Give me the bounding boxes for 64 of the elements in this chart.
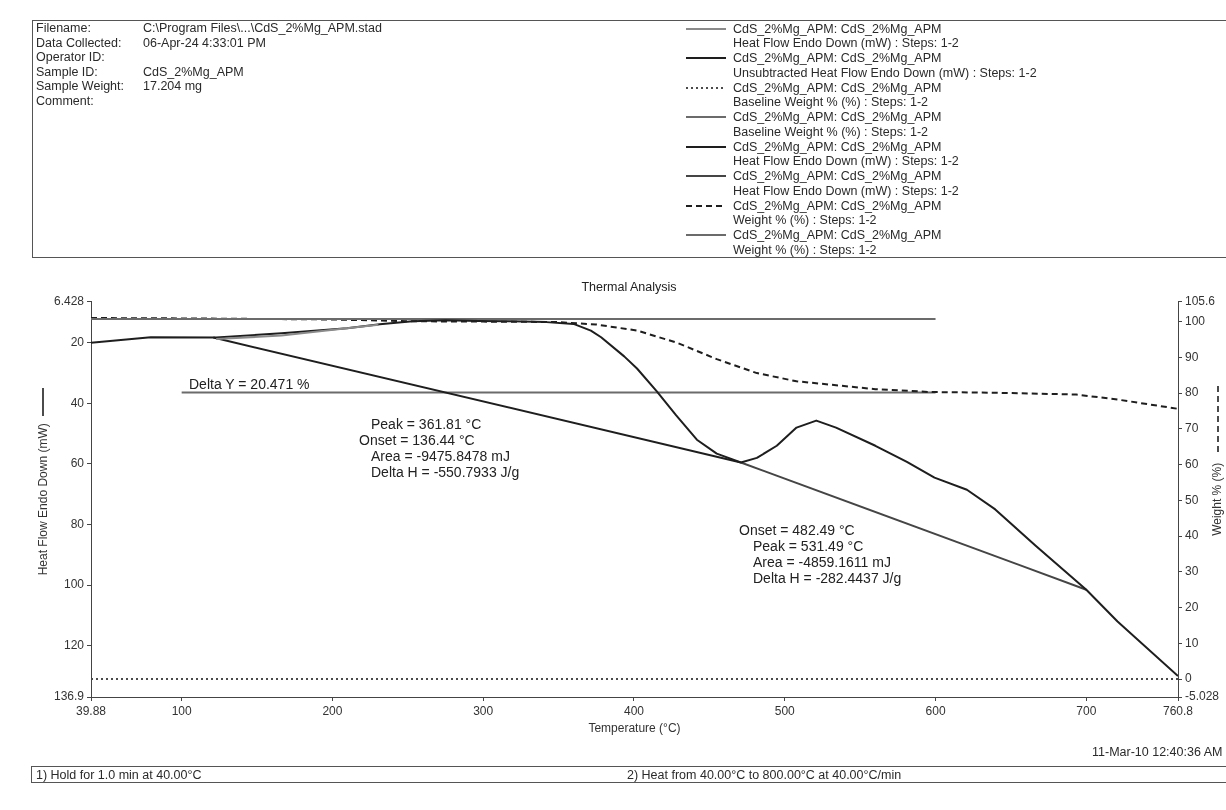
x-axis-title: Temperature (°C)	[588, 721, 681, 736]
annotation: Area = -9475.8478 mJ	[371, 448, 510, 464]
legend-label: CdS_2%Mg_APM: CdS_2%Mg_APM Heat Flow Endo Down (mW) : Steps: 1-2	[733, 169, 959, 199]
y2-tick-label: -5.028	[1185, 689, 1220, 704]
legend-label: CdS_2%Mg_APM: CdS_2%Mg_APM Heat Flow Endo Down (mW) : Steps: 1-2	[733, 139, 959, 169]
y-axis-title: Heat Flow Endo Down (mW)	[35, 423, 50, 576]
y2-tick-label: 70	[1185, 421, 1199, 436]
text: 2) Heat from 40.00°C to 800.00°C at 40.00°C/min	[627, 767, 902, 782]
text: Sample ID:	[36, 64, 98, 79]
y2-tick-label: 40	[1185, 528, 1199, 543]
legend-label: CdS_2%Mg_APM: CdS_2%Mg_APM Weight % (%) : Steps: 1-2	[733, 198, 942, 228]
text: Operator ID:	[36, 50, 105, 65]
y2-tick-label: 50	[1185, 492, 1199, 507]
y-tick-label: 6.428	[53, 293, 85, 308]
text: 11-Mar-10 12:40:36 AM	[1092, 745, 1223, 759]
y2-tick-label: 90	[1185, 349, 1199, 364]
y2-tick-label: 80	[1185, 385, 1199, 400]
y2-tick-label: 20	[1185, 599, 1199, 614]
text: 17.204 mg	[143, 79, 203, 94]
x-tick-label: 300	[473, 703, 494, 718]
text: C:\Program Files\...\CdS_2%Mg_APM.stad	[143, 21, 382, 35]
legend-label: CdS_2%Mg_APM: CdS_2%Mg_APM Weight % (%) : Steps: 1-2	[733, 228, 942, 258]
x-tick-label: 700	[1076, 703, 1097, 718]
y2-tick-label: 100	[1185, 313, 1206, 328]
y-tick-label: 120	[63, 638, 85, 653]
text: Filename:	[36, 21, 91, 35]
y2-axis-title: Weight % (%)	[1210, 462, 1225, 536]
annotation: Area = -4859.1611 mJ	[753, 554, 891, 570]
x-tick-label: 760.8	[1162, 703, 1194, 718]
y-tick-label: 100	[63, 577, 85, 592]
annotation: Onset = 482.49 °C	[739, 522, 855, 538]
annotation: Peak = 361.81 °C	[371, 416, 482, 432]
x-tick-label: 600	[925, 703, 946, 718]
x-tick-label: 100	[171, 703, 192, 718]
annotation: Onset = 136.44 °C	[359, 432, 475, 448]
y2-tick-label: 0	[1185, 671, 1192, 686]
text: Sample Weight:	[36, 79, 125, 94]
chart-title: Thermal Analysis	[581, 279, 677, 294]
text: Comment:	[36, 94, 94, 108]
text: 06-Apr-24 4:33:01 PM	[143, 35, 266, 50]
y2-tick-label: 105.6	[1185, 293, 1216, 308]
annotation: Delta Y = 20.471 %	[189, 376, 310, 392]
x-tick-label: 39.88	[75, 703, 107, 718]
text: 1) Hold for 1.0 min at 40.00°C	[36, 767, 202, 782]
legend-label: CdS_2%Mg_APM: CdS_2%Mg_APM Heat Flow Endo Down (mW) : Steps: 1-2	[733, 21, 959, 51]
y-tick-label: 20	[70, 335, 85, 350]
y2-tick-label: 30	[1185, 564, 1199, 579]
x-tick-label: 500	[774, 703, 796, 718]
y2-tick-label: 10	[1185, 635, 1199, 650]
x-tick-label: 200	[322, 703, 343, 718]
annotation: Peak = 531.49 °C	[753, 538, 864, 554]
y-tick-label: 60	[70, 456, 85, 471]
y-tick-label: 40	[70, 395, 85, 410]
y2-tick-label: 60	[1185, 456, 1199, 471]
annotation: Delta H = -282.4437 J/g	[753, 570, 902, 586]
legend-label: CdS_2%Mg_APM: CdS_2%Mg_APM Baseline Weight % (%) : Steps: 1-2	[733, 110, 942, 140]
annotation: Delta H = -550.7933 J/g	[371, 464, 520, 480]
text: Data Collected:	[36, 35, 122, 50]
y-tick-label: 136.9	[53, 689, 85, 704]
legend-label: CdS_2%Mg_APM: CdS_2%Mg_APM Baseline Weight % (%) : Steps: 1-2	[733, 80, 942, 110]
text: CdS_2%Mg_APM	[143, 64, 244, 79]
y-tick-label: 80	[70, 516, 85, 531]
x-tick-label: 400	[623, 703, 645, 718]
legend-label: CdS_2%Mg_APM: CdS_2%Mg_APM Unsubtracted Heat Flow Endo Down (mW) : Steps: 1-2	[733, 51, 1037, 81]
